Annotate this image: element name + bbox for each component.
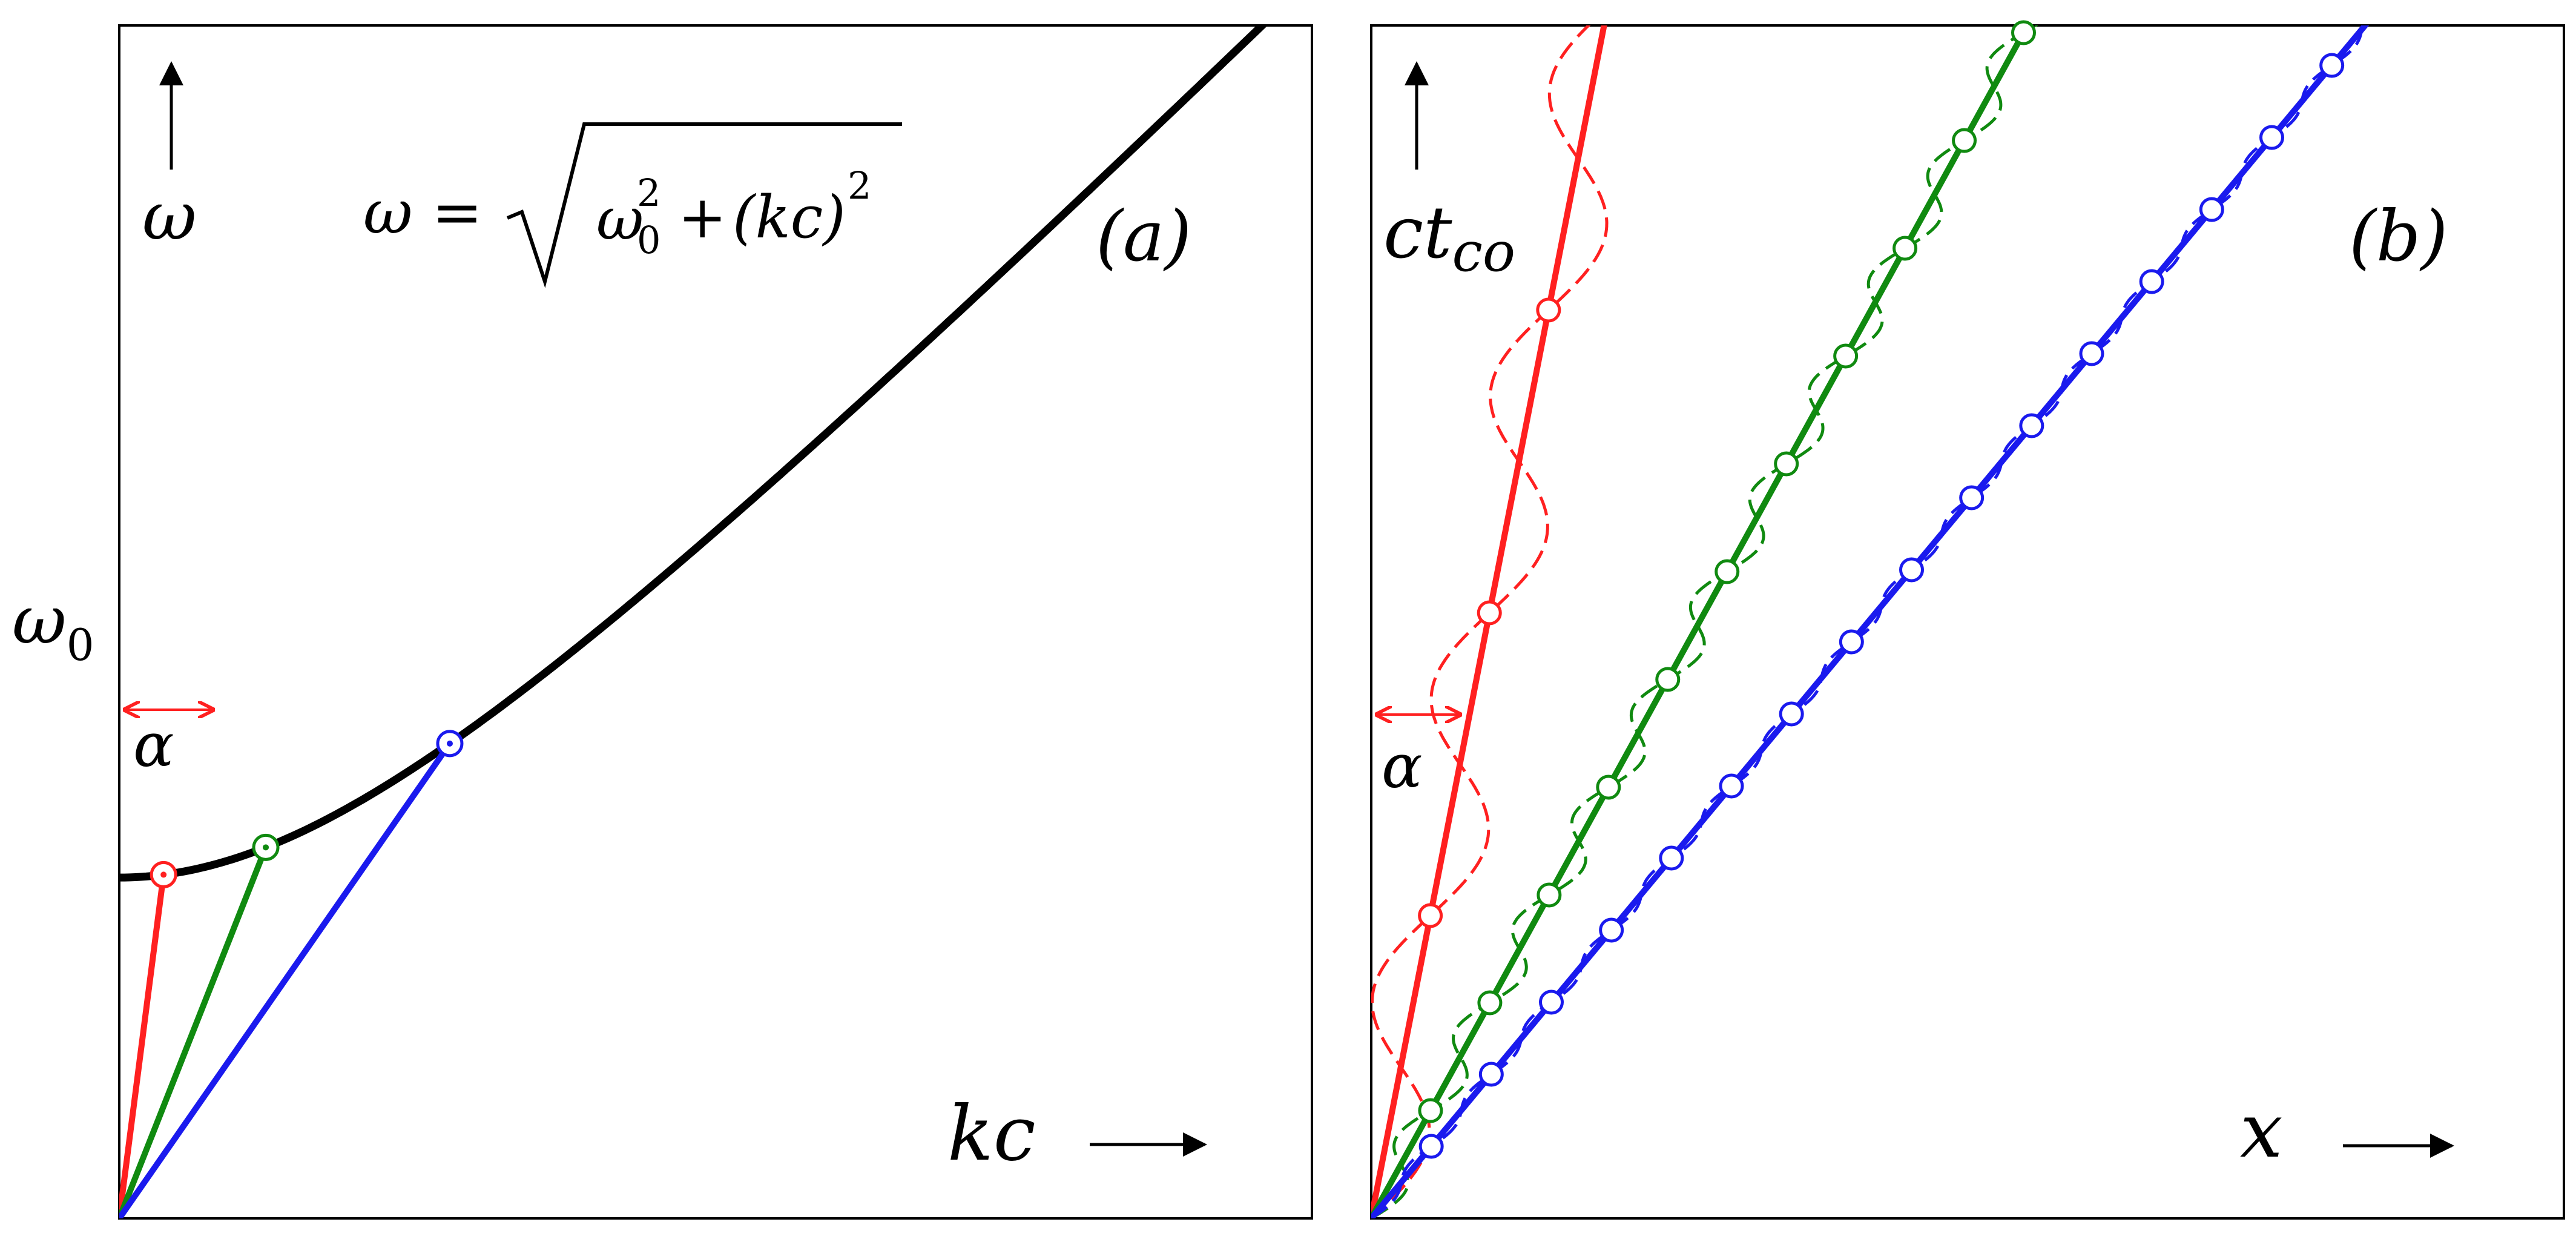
green-worldline-marker: [1418, 1098, 1443, 1123]
green-worldline-marker: [1537, 882, 1562, 908]
green-worldline-marker: [1833, 343, 1859, 369]
blue-worldline-marker: [1719, 773, 1744, 799]
red-line-marker-dot: [160, 871, 167, 878]
svg-text:ω =: ω =: [363, 177, 483, 248]
blue-worldline-marker: [1899, 557, 1924, 583]
panel-b-frame: [1370, 24, 2565, 1220]
blue-worldline-marker: [1478, 1062, 1504, 1087]
blue-worldline: [1371, 25, 2370, 1218]
green-worldline-marker: [1774, 451, 1799, 477]
svg-text:ω: ω: [596, 185, 644, 253]
green-worldline-marker: [1477, 990, 1503, 1016]
red-worldline-marker: [1418, 903, 1443, 928]
red-line: [119, 874, 167, 1218]
blue-line-marker-dot: [446, 740, 453, 747]
blue-worldline-marker: [2139, 269, 2164, 294]
alpha-label-a: α: [133, 710, 174, 781]
svg-text:0: 0: [637, 218, 660, 262]
blue-worldline-marker: [1539, 989, 1564, 1015]
svg-text:+: +: [678, 183, 726, 251]
kc-axis-label: kc: [947, 1090, 1036, 1178]
panel-a-tag: (a): [1096, 196, 1191, 277]
panel-b-tag: (b): [2349, 196, 2448, 277]
green-worldline-marker: [1596, 775, 1621, 800]
green-worldline-marker: [1892, 236, 1918, 261]
blue-line: [119, 741, 453, 1218]
ct-axis-label: ctco: [1383, 191, 1515, 284]
blue-dashed-worldline: [1371, 25, 2365, 1218]
blue-worldline-marker: [1839, 629, 1864, 655]
dispersion-formula: ω = ω 2 0 + (kc) 2: [363, 122, 902, 288]
svg-text:2: 2: [848, 164, 871, 208]
blue-worldline-marker: [2019, 413, 2044, 438]
panel-b: ctco (b) α x: [1370, 20, 2565, 1220]
green-line-marker-dot: [263, 844, 269, 851]
green-worldline-marker: [1952, 128, 1977, 153]
blue-worldline-marker: [1418, 1134, 1444, 1159]
green-worldline-marker: [1655, 667, 1681, 692]
blue-worldline-marker: [2079, 341, 2104, 366]
green-worldline-marker: [2011, 20, 2036, 45]
blue-worldline-marker: [2319, 53, 2345, 78]
panel-a: ω ω0 ω = ω 2 0 + (kc) 2 (a) α kc: [12, 24, 1313, 1220]
alpha-label-b: α: [1382, 731, 1423, 802]
red-worldline-marker: [1536, 297, 1561, 323]
blue-worldline-marker: [1779, 701, 1804, 727]
green-worldline-marker: [1715, 559, 1740, 584]
dispersion-curve: [119, 25, 1268, 882]
svg-text:(kc): (kc): [733, 183, 846, 251]
x-axis-label: x: [2240, 1087, 2283, 1175]
green-worldline: [1371, 25, 2031, 1218]
blue-worldline-marker: [1959, 485, 1985, 510]
red-worldline-marker: [1477, 600, 1502, 626]
blue-worldline-marker: [1599, 917, 1624, 943]
blue-worldline-marker: [2259, 125, 2284, 150]
omega-axis-label: ω: [142, 177, 197, 255]
blue-worldline-marker: [2199, 197, 2224, 222]
green-line: [119, 846, 269, 1218]
panel-a-frame: [118, 24, 1313, 1220]
omega0-label: ω0: [12, 581, 94, 670]
sqrt-sign: [506, 122, 902, 288]
red-dashed-worldline: [1371, 25, 1609, 1218]
svg-text:2: 2: [637, 171, 660, 215]
blue-worldline-marker: [1659, 845, 1684, 871]
